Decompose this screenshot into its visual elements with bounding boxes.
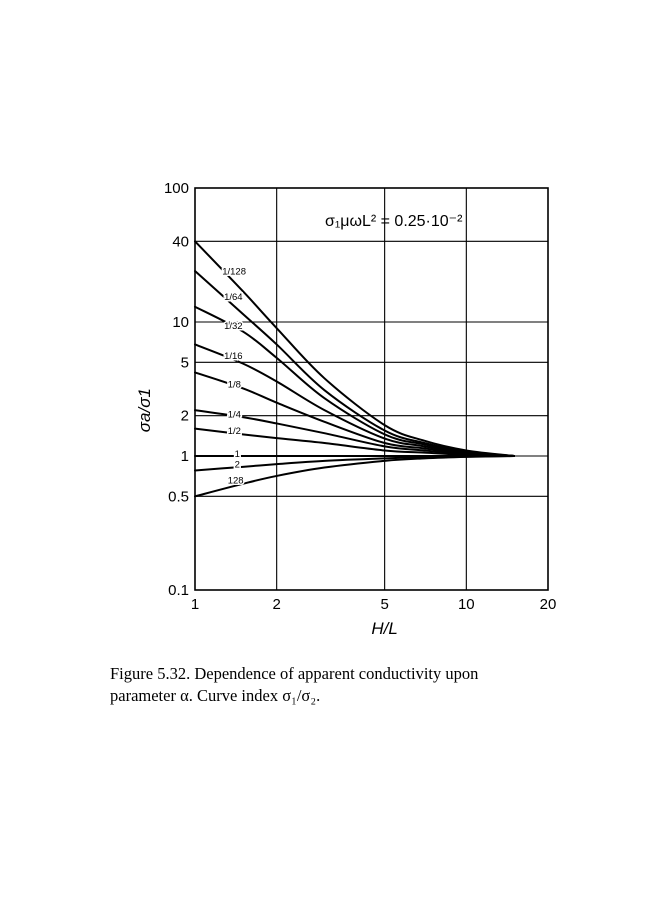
curve-label: 1/64 — [224, 292, 243, 303]
parameter-annotation: σ₁μωL² = 0.25·10⁻² — [325, 213, 463, 230]
y-tick-label: 0.5 — [168, 488, 189, 505]
curve-label: 1/16 — [224, 351, 243, 362]
curve-label: 1 — [235, 449, 240, 460]
x-axis-label: H/L — [371, 619, 397, 638]
curve-label: 1/32 — [224, 321, 243, 332]
x-tick-label: 5 — [380, 596, 388, 613]
caption-line-1: Figure 5.32. Dependence of apparent cond… — [110, 664, 479, 683]
curve-label: 1/8 — [228, 379, 241, 390]
x-tick-labels: 1 2 5 10 20 — [191, 596, 557, 613]
y-tick-labels: 0.1 0.5 1 2 5 10 40 100 — [164, 180, 189, 599]
series-line — [194, 427, 516, 457]
figure-caption: Figure 5.32. Dependence of apparent cond… — [110, 663, 590, 707]
x-tick-label: 1 — [191, 596, 199, 613]
y-tick-label: 100 — [164, 180, 189, 197]
plot-frame — [194, 187, 549, 591]
y-tick-label: 1 — [181, 448, 189, 465]
x-tick-label: 20 — [540, 596, 557, 613]
series-line — [194, 455, 516, 498]
y-tick-label: 0.1 — [168, 582, 189, 599]
curve-label: 1/128 — [222, 267, 246, 278]
y-tick-label: 10 — [172, 314, 189, 331]
chart-series — [194, 240, 516, 498]
caption-line-2: parameter α. Curve index σ₁/σ₂. — [110, 686, 321, 705]
curve-labels: 1/128 1/64 1/32 1/16 1/8 1/4 1/2 12 128 — [221, 265, 248, 488]
curve-label: 1/2 — [228, 426, 241, 437]
x-tick-label: 2 — [273, 596, 281, 613]
series-line — [194, 240, 516, 457]
curve-label: 1/4 — [228, 410, 241, 421]
series-line — [194, 409, 516, 457]
curve-label: 128 — [228, 476, 244, 487]
y-axis-label: σa/σ1 — [135, 388, 154, 432]
y-tick-label: 5 — [181, 354, 189, 371]
y-tick-label: 2 — [181, 408, 189, 425]
chart-grid — [195, 188, 548, 590]
y-tick-label: 40 — [172, 233, 189, 250]
x-tick-label: 10 — [458, 596, 475, 613]
curve-label: 2 — [235, 460, 240, 471]
